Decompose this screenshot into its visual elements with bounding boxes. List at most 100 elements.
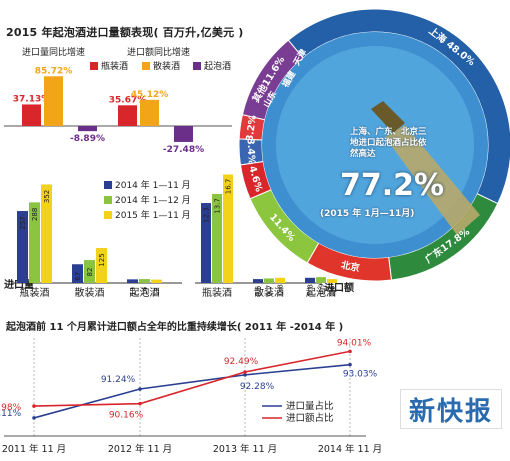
bar	[72, 264, 83, 283]
pie-slice-label: 北京	[340, 259, 361, 275]
growth-bar	[140, 99, 159, 126]
x-tick-label: 2013 年 11 月	[213, 443, 277, 455]
growth-charts: 37.13% 85.72% -8.89% 35.67%45.12% -27.48%	[4, 66, 232, 155]
series-line	[33, 350, 351, 407]
series-point	[348, 362, 352, 367]
legend-label: 2015 年 1—11 月	[115, 211, 191, 221]
data-label: 90.16%	[109, 411, 144, 421]
pie-center-text: 上海、广东、北京三地进口起泡酒占比依然高达	[350, 127, 427, 159]
value-growth-label: 进口额同比增速	[127, 48, 191, 58]
bottle-neck-icon	[371, 101, 405, 133]
category-label: 起泡酒	[130, 286, 160, 299]
bar-value-label: 0.6	[255, 285, 263, 297]
series-point	[32, 416, 36, 420]
category-label: 瓶装酒	[20, 286, 50, 299]
growth-value-label: 37.13%	[13, 94, 51, 104]
growth-value-label: 35.67%	[109, 95, 147, 105]
legend-swatch	[193, 61, 201, 70]
data-label: 92.49%	[224, 357, 259, 367]
growth-bar	[118, 105, 137, 126]
bar	[305, 277, 315, 283]
x-tick-label: 2011 年 11 月	[2, 443, 66, 455]
bar	[212, 193, 222, 283]
volume-growth-label: 进口量同比增速	[22, 48, 86, 58]
bar	[253, 279, 263, 283]
growth-bar	[22, 104, 41, 126]
bar	[17, 211, 28, 283]
pie-chart: 上海 48.0%广东17.8%北京11.4%4.6%3.4%3.2%其他11.6…	[238, 8, 510, 282]
category-label: 散装酒	[254, 286, 284, 299]
bar-value-label: 13.7	[214, 198, 222, 214]
bar-value-label: 0.6	[329, 285, 337, 297]
data-label: 91.24%	[101, 375, 136, 385]
newspaper-logo: 新快报	[400, 389, 502, 429]
bar-value-label: 0.8	[277, 284, 285, 295]
bar	[275, 277, 285, 283]
series-point	[348, 349, 352, 354]
growth-bar	[78, 126, 97, 132]
bar-value-label: 82	[86, 268, 94, 277]
growth-value-label: -27.48%	[163, 145, 204, 155]
bar	[201, 203, 211, 283]
data-label: 92.28%	[240, 382, 275, 392]
line-legend-label: 进口额占比	[286, 412, 334, 424]
legend-2014-12: 2014 年 1—12 月	[104, 193, 191, 206]
legend-label: 起泡酒	[204, 62, 232, 72]
pie-center-period: (2015 年 1月—11月)	[320, 209, 415, 219]
x-tick-label: 2014 年 11 月	[318, 443, 382, 455]
bar	[96, 248, 107, 283]
line-legend-label: 进口量占比	[286, 400, 334, 412]
category-label: 散装酒	[75, 286, 105, 299]
growth-bar	[44, 76, 63, 126]
bottle-icon	[385, 125, 480, 235]
legend-bulk: 散装酒	[142, 59, 180, 72]
bottom-title: 起泡酒前 11 个月累计进口额占全年的比重持续增长( 2011 年 -2014 …	[6, 322, 344, 333]
bar	[139, 279, 150, 283]
legend-label: 散装酒	[153, 62, 181, 72]
bar	[41, 184, 52, 283]
legend-sparkling: 起泡酒	[193, 59, 231, 72]
bar-value-label: 12.3	[203, 207, 211, 223]
bar	[127, 279, 138, 283]
growth-value-label: 85.72%	[35, 66, 73, 76]
bar	[151, 279, 162, 283]
bar-value-label: 0.7	[266, 285, 274, 296]
bar-value-label: 12	[153, 287, 161, 296]
bar	[316, 277, 326, 283]
legend-2015-11: 2015 年 1—11 月	[104, 208, 191, 221]
pie-inner-glow	[276, 46, 474, 244]
data-label: 89.98%	[0, 403, 22, 413]
legend-swatch	[104, 195, 112, 204]
bar	[84, 260, 95, 283]
x-tick-label: 2012 年 11 月	[108, 443, 172, 455]
legend-swatch	[104, 180, 112, 189]
series-line	[33, 363, 351, 419]
volume-axis-label: 进口量	[4, 280, 34, 291]
series-point	[32, 404, 36, 408]
growth-value-label: -8.89%	[70, 134, 105, 144]
legend-swatch	[142, 61, 150, 70]
legend-label: 瓶装酒	[101, 62, 129, 72]
bar-value-label: 16.7	[225, 179, 233, 195]
pie-center-value: 77.2%	[340, 168, 445, 203]
series-point	[138, 387, 142, 391]
legend-swatch	[90, 61, 98, 70]
series-point	[243, 370, 247, 374]
legend-label: 2014 年 1—12 月	[115, 196, 191, 206]
data-label: 93.03%	[343, 370, 378, 380]
bar-value-label: 67	[74, 272, 82, 281]
legend-2014-11: 2014 年 1—11 月	[104, 178, 191, 191]
growth-bar	[174, 126, 193, 142]
bar	[223, 174, 233, 283]
bar	[29, 202, 40, 283]
line-chart: 2011 年 11 月 2012 年 11 月 2013 年 11 月 2014 年 …	[0, 338, 382, 455]
category-label: 瓶装酒	[202, 286, 232, 299]
bar	[327, 279, 337, 283]
growth-value-label: 45.12%	[131, 90, 169, 100]
bar-value-label: 352	[43, 190, 51, 203]
bar-value-label: 0.9	[318, 284, 326, 295]
bar-value-label: 14	[141, 286, 149, 295]
